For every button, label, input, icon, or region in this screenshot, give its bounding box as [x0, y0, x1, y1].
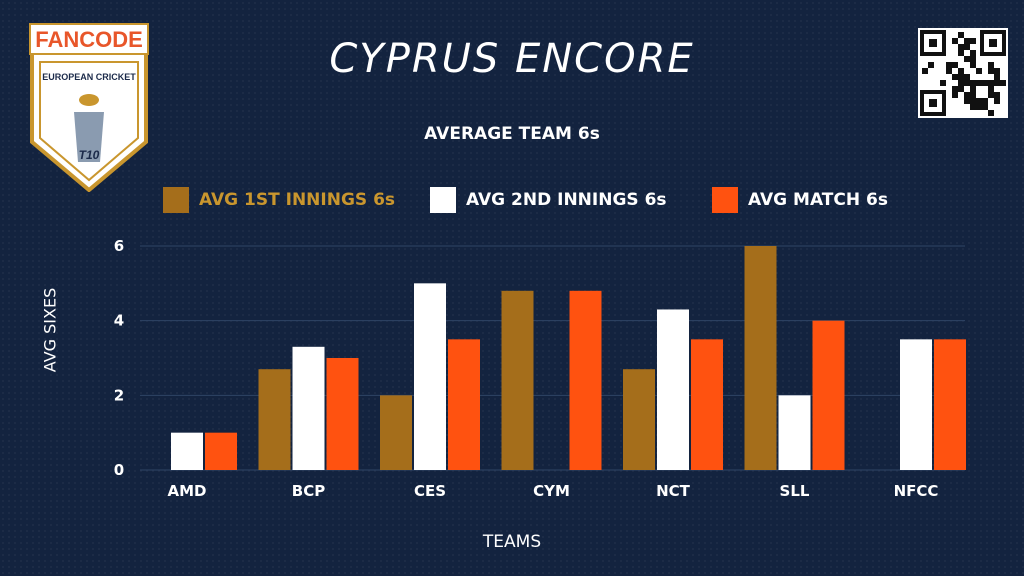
legend-label-series-3: AVG MATCH 6s: [748, 190, 888, 210]
legend-swatch-series-1: [163, 187, 189, 213]
logo-brand-text: FANCODE: [35, 27, 143, 52]
legend-label-series-2: AVG 2ND INNINGS 6s: [466, 190, 667, 210]
x-tick-label: NFCC: [894, 482, 939, 500]
y-tick-label: 0: [114, 461, 124, 479]
bar-nct-series-3: [691, 339, 723, 470]
bar-bcp-series-3: [326, 358, 359, 470]
bar-ces-series-1: [380, 395, 412, 470]
y-tick-label: 4: [114, 312, 124, 330]
legend-label-series-1: AVG 1ST INNINGS 6s: [199, 190, 396, 210]
bar-cym-series-1: [501, 290, 534, 470]
logo-badge-text: T10: [79, 148, 100, 162]
x-tick-label: CES: [414, 482, 446, 500]
bar-bcp-series-1: [258, 369, 291, 470]
bar-ces-series-3: [448, 339, 480, 470]
legend-item-series-1: AVG 1ST INNINGS 6s: [163, 187, 395, 213]
x-tick-label: AMD: [168, 482, 207, 500]
legend-item-series-3: AVG MATCH 6s: [712, 187, 888, 213]
x-tick-label: NCT: [656, 482, 691, 500]
bar-cym-series-3: [569, 290, 602, 470]
y-tick-label: 2: [114, 386, 124, 404]
bar-bcp-series-2: [292, 346, 325, 470]
bar-ces-series-2: [414, 283, 446, 470]
x-tick-label: BCP: [292, 482, 325, 500]
chart-title: AVERAGE TEAM 6s: [424, 124, 600, 144]
bar-sll-series-3: [812, 320, 845, 470]
y-tick-label: 6: [114, 237, 124, 255]
chart-legend: AVG 1ST INNINGS 6s AVG 2ND INNINGS 6s AV…: [0, 187, 1024, 217]
legend-swatch-series-3: [712, 187, 738, 213]
x-tick-label: CYM: [533, 482, 570, 500]
page-title: CYPRUS ENCORE: [329, 36, 695, 82]
y-axis-label: AVG SIXES: [40, 287, 60, 373]
legend-item-series-2: AVG 2ND INNINGS 6s: [430, 187, 667, 213]
bar-amd-series-3: [205, 432, 237, 470]
x-axis-label: TEAMS: [482, 532, 542, 552]
bar-nct-series-2: [657, 309, 689, 470]
qr-code-icon[interactable]: [918, 28, 1008, 118]
x-tick-label: SLL: [780, 482, 810, 500]
bar-nfcc-series-3: [934, 339, 966, 470]
logo-sub-text: EUROPEAN CRICKET: [42, 72, 136, 82]
bar-sll-series-2: [778, 395, 811, 470]
bar-sll-series-1: [744, 246, 777, 470]
legend-swatch-series-2: [430, 187, 456, 213]
bar-nct-series-1: [623, 369, 655, 470]
bar-amd-series-2: [171, 432, 203, 470]
bar-nfcc-series-2: [900, 339, 932, 470]
fancode-european-cricket-logo: FANCODE EUROPEAN CRICKET T10: [29, 23, 149, 192]
